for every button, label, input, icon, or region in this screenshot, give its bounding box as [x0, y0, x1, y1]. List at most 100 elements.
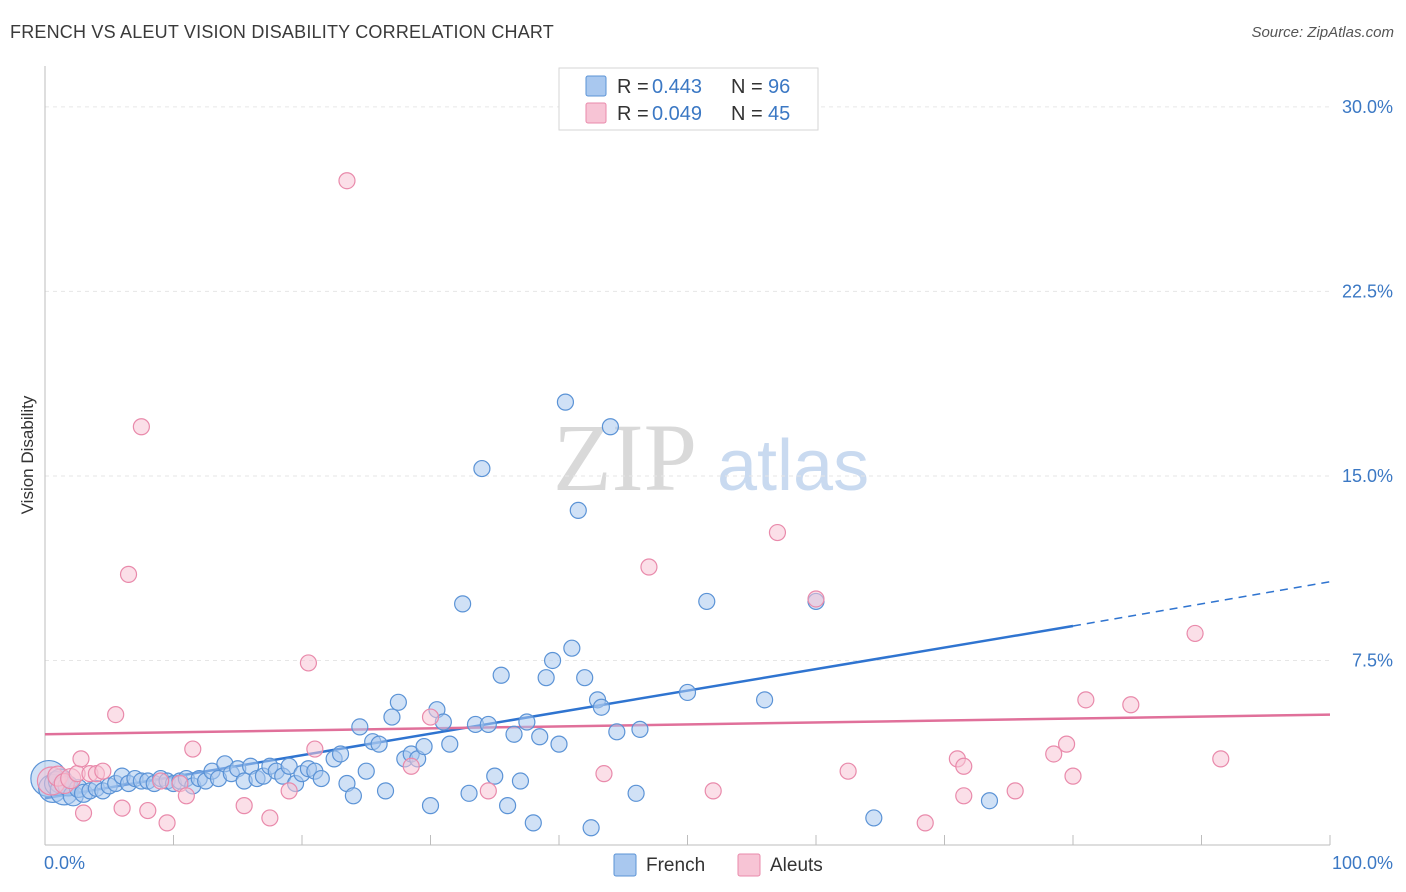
source-label: Source: ZipAtlas.com: [1251, 24, 1394, 41]
data-point: [537, 669, 555, 687]
axes: [44, 66, 1331, 846]
data-point: [94, 762, 112, 780]
data-point: [631, 720, 649, 738]
legend-n-label: N =: [731, 76, 763, 98]
data-point: [383, 708, 401, 726]
series-swatch-french: [613, 853, 637, 877]
data-point: [980, 792, 999, 810]
data-point: [627, 784, 645, 802]
data-point: [704, 782, 722, 800]
data-point: [592, 698, 611, 716]
data-point: [74, 804, 93, 822]
chart-title: FRENCH VS ALEUT VISION DISABILITY CORREL…: [10, 22, 554, 42]
data-point: [1186, 624, 1204, 643]
x-tick-label: 0.0%: [44, 853, 85, 873]
series-swatch-aleuts: [737, 853, 761, 877]
x-tick-label: 100.0%: [1332, 853, 1393, 873]
data-point: [1057, 735, 1076, 753]
data-point: [421, 708, 440, 726]
data-point: [306, 740, 324, 758]
data-point: [569, 501, 587, 519]
data-point: [152, 772, 170, 790]
legend-n-value: 96: [768, 76, 790, 98]
data-point: [955, 757, 973, 775]
legend-r-label: R =: [617, 76, 649, 98]
data-point: [473, 459, 491, 478]
correlation-legend: R = 0.443 N = 96 R = 0.049 N = 45: [558, 67, 819, 131]
data-point: [280, 782, 298, 800]
data-point: [543, 651, 562, 670]
data-point: [698, 592, 716, 611]
data-point: [331, 745, 350, 763]
data-point: [113, 799, 131, 817]
y-tick-label: 15.0%: [1342, 466, 1393, 486]
legend-swatch-french: [585, 75, 607, 97]
data-point: [261, 809, 279, 827]
data-point: [524, 814, 542, 832]
data-point: [755, 691, 774, 709]
data-point: [865, 809, 883, 827]
data-point: [839, 762, 857, 780]
series-label-aleuts: Aleuts: [770, 855, 823, 876]
data-point: [768, 523, 787, 542]
data-point: [338, 172, 356, 190]
data-point: [479, 715, 497, 734]
data-point: [1212, 750, 1230, 768]
legend-swatch-aleuts: [585, 102, 607, 124]
data-point: [299, 654, 318, 672]
data-point: [370, 735, 388, 753]
data-point: [955, 787, 973, 805]
series-points-aleuts: [36, 172, 1230, 832]
data-point: [235, 797, 253, 815]
data-point: [158, 814, 176, 832]
legend-r-label: R =: [617, 103, 649, 125]
data-point: [119, 565, 138, 583]
data-point: [454, 595, 472, 613]
data-point: [312, 769, 330, 788]
data-point: [550, 735, 568, 753]
data-point: [582, 819, 600, 837]
data-point: [916, 814, 934, 832]
data-point: [421, 797, 440, 815]
data-point: [807, 590, 825, 608]
data-point: [1122, 696, 1140, 714]
data-point: [376, 782, 395, 800]
data-point: [556, 393, 575, 411]
data-point: [505, 725, 523, 743]
data-point: [608, 723, 626, 741]
data-point: [518, 713, 536, 731]
data-point: [486, 767, 504, 785]
data-point: [139, 801, 157, 820]
data-point: [389, 693, 407, 711]
data-point: [563, 639, 581, 657]
trend-line-aleuts: [44, 713, 1331, 736]
data-point: [511, 772, 530, 790]
data-point: [344, 787, 362, 805]
data-point: [1006, 782, 1024, 800]
data-point: [1064, 767, 1082, 785]
data-point: [499, 797, 517, 815]
watermark: ZIP atlas: [553, 404, 869, 511]
data-point: [402, 757, 420, 775]
legend-n-label: N =: [731, 103, 763, 125]
legend-n-value: 45: [768, 103, 790, 125]
y-tick-label: 22.5%: [1342, 281, 1393, 301]
y-tick-label: 7.5%: [1352, 650, 1393, 670]
legend-r-value: 0.049: [652, 103, 702, 125]
data-point: [531, 728, 549, 746]
data-point: [441, 735, 459, 753]
data-point: [601, 418, 620, 436]
data-point: [357, 762, 375, 780]
trend-line-extension: [1072, 581, 1331, 627]
data-point: [351, 718, 369, 736]
watermark-atlas: atlas: [717, 426, 869, 506]
watermark-zip: ZIP: [553, 404, 697, 511]
data-point: [184, 740, 202, 758]
data-point: [415, 737, 433, 756]
legend-r-value: 0.443: [652, 76, 702, 98]
series-label-french: French: [646, 855, 705, 876]
data-point: [460, 784, 478, 802]
data-point: [576, 669, 594, 687]
data-point: [132, 418, 150, 436]
